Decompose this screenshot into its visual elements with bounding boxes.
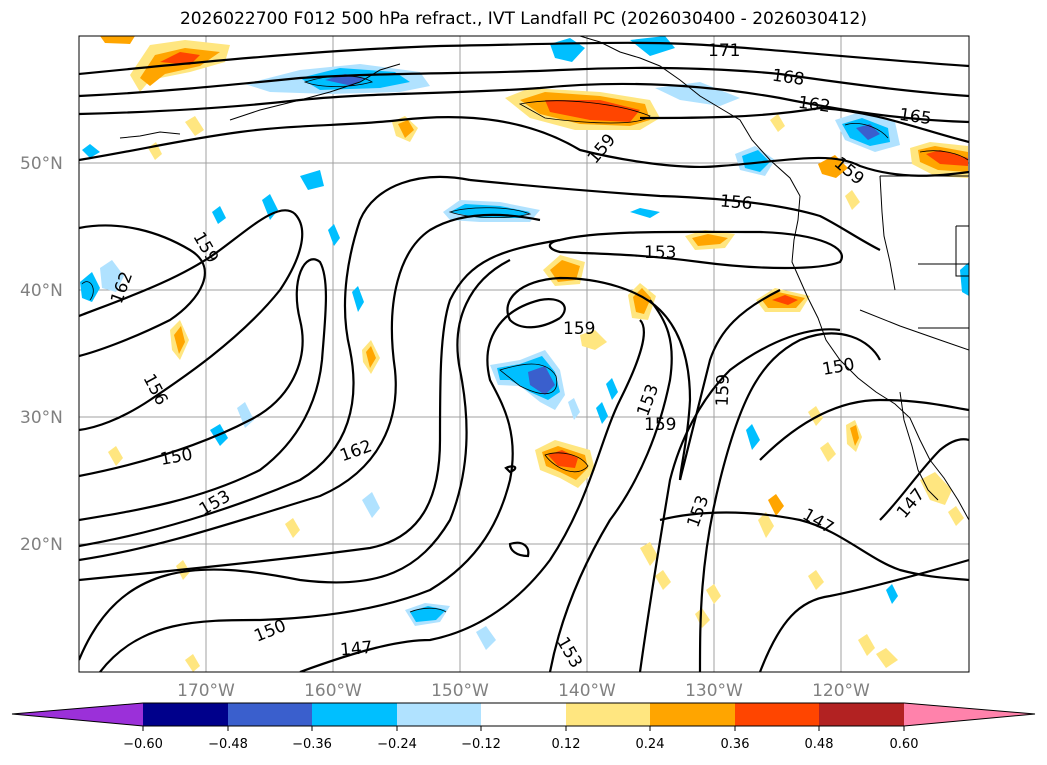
colorbar-tick-label: 0.24: [636, 737, 665, 752]
colorbar-segment: [12, 703, 143, 726]
lat-label-20n: 20°N: [20, 535, 63, 555]
lon-label-160w: 160°W: [304, 681, 362, 701]
lon-label-150w: 150°W: [431, 681, 489, 701]
longitude-labels: 170°W 160°W 150°W 140°W 130°W 120°W: [177, 681, 870, 701]
lat-label-50n: 50°N: [20, 154, 63, 174]
colorbar-tick-label: 0.60: [890, 737, 919, 752]
contour-label: 153: [644, 243, 676, 263]
contour-label: 159: [644, 415, 676, 435]
colorbar: −0.60 −0.48 −0.36 −0.24 −0.12 0.12 0.24 …: [11, 702, 1036, 752]
lon-label-130w: 130°W: [685, 681, 743, 701]
colorbar-tick-label: −0.36: [292, 737, 332, 752]
contour-label: 162: [797, 93, 832, 117]
colorbar-segment: [650, 703, 735, 726]
latitude-labels: 50°N 40°N 30°N 20°N: [20, 154, 63, 555]
colorbar-segment: [481, 703, 566, 726]
lat-label-40n: 40°N: [20, 281, 63, 301]
colorbar-tick-label: −0.24: [377, 737, 417, 752]
positive-anomaly-fills: [100, 36, 968, 672]
colorbar-segment: [566, 703, 650, 726]
map-background: [79, 36, 969, 672]
colorbar-segment: [819, 703, 904, 726]
contour-label: 159: [713, 374, 734, 407]
contour-label: 159: [563, 319, 595, 339]
lat-label-30n: 30°N: [20, 408, 63, 428]
thin-contours: [81, 75, 969, 613]
colorbar-segment: [312, 703, 397, 726]
colorbar-segment: [228, 703, 312, 726]
lon-label-170w: 170°W: [177, 681, 235, 701]
colorbar-tick-label: 0.36: [721, 737, 750, 752]
contour-label: 156: [719, 191, 753, 214]
chart-title: 2026022700 F012 500 hPa refract., IVT La…: [179, 9, 867, 29]
map-frame: [78, 35, 970, 673]
colorbar-tick-label: 0.12: [552, 737, 581, 752]
colorbar-tick-label: −0.60: [123, 737, 163, 752]
lon-label-120w: 120°W: [812, 681, 870, 701]
negative-anomaly-fills: [80, 36, 969, 650]
colorbar-tick-label: −0.12: [461, 737, 501, 752]
contour-label: 165: [898, 105, 933, 129]
colorbar-segment: [143, 703, 228, 726]
contour-lines: [79, 41, 969, 672]
colorbar-tick-label: 0.48: [805, 737, 834, 752]
colorbar-tick-label: −0.48: [208, 737, 248, 752]
colorbar-segment: [735, 703, 819, 726]
lon-label-140w: 140°W: [558, 681, 616, 701]
colorbar-ticks: [142, 726, 905, 731]
colorbar-segment: [397, 703, 481, 726]
colorbar-segment: [904, 703, 1035, 726]
contour-label: 171: [708, 41, 740, 61]
coastlines: [119, 36, 969, 521]
contour-label: 168: [771, 66, 806, 90]
contour-label: 147: [339, 638, 373, 661]
